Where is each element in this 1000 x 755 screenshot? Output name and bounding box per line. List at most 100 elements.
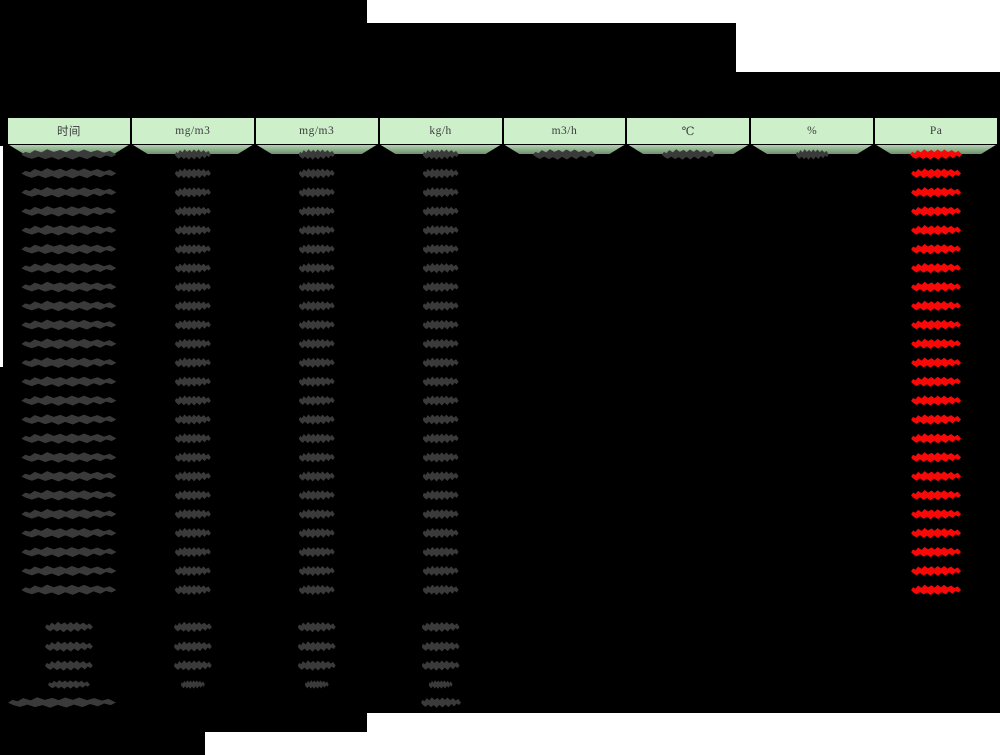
column-header-7: Pa [875,118,997,144]
redacted-alarm-value [910,149,963,160]
highlighted-row-cell [628,145,749,154]
redacted-value [422,414,459,425]
redacted-alarm-value [911,546,962,558]
redacted-value [174,168,211,179]
redacted-value [298,243,335,255]
redacted-alarm-value [911,338,962,349]
redacted-value [422,527,459,539]
redacted-alarm-value [911,490,962,501]
redacted-value [297,641,336,652]
redacted-value [422,546,459,558]
redacted-value [21,584,117,596]
redacted-value [298,187,335,198]
redacted-value [422,300,459,312]
redacted-value [422,338,459,349]
redacted-value [298,433,335,444]
redacted-value [298,168,335,179]
redacted-alarm-value [911,281,962,293]
redacted-value [21,300,117,312]
redacted-value [174,300,211,312]
redacted-value [8,697,116,708]
redacted-value [21,149,117,160]
redacted-alarm-value [911,471,962,482]
redacted-value [173,621,212,633]
redacted-value [21,508,117,520]
redacted-value [174,565,211,577]
white-area-bottom-center [205,732,367,755]
redacted-value [422,243,459,255]
redacted-value [428,680,453,689]
redacted-value [174,471,211,482]
redacted-value [174,149,211,160]
redacted-value [532,149,596,160]
redacted-value [174,243,211,255]
redacted-alarm-value [911,452,962,463]
redacted-value [298,395,335,406]
redacted-alarm-value [911,433,962,444]
column-header-0: 时间 [8,118,130,144]
redacted-value [421,660,460,671]
redacted-value [21,187,117,198]
redacted-value [421,641,460,652]
highlighted-row-cell [504,145,625,154]
redacted-value [21,168,117,179]
redacted-value [44,641,93,652]
column-header-3: kg/h [379,118,502,144]
redacted-value [422,471,459,482]
redacted-value [21,281,117,293]
redacted-value [174,206,211,217]
redacted-value [298,376,335,387]
highlighted-row-strip [8,145,997,154]
redacted-value [21,414,117,425]
redacted-value [298,262,335,274]
redacted-value [174,262,211,274]
redacted-value [422,508,459,520]
redacted-value [298,584,335,596]
redacted-value [422,452,459,463]
redacted-value [21,225,117,236]
highlighted-row-cell [256,145,377,154]
redacted-value [297,621,336,633]
table-header-row: 时间 mg/m3 mg/m3 kg/h m3/h ℃% Pa [6,116,999,146]
redacted-value [298,319,335,331]
redacted-value [422,168,459,179]
highlighted-row-cell [752,145,872,154]
redacted-value [422,225,459,236]
left-edge-remnant-line [0,146,3,367]
redacted-alarm-value [911,243,962,255]
white-area-bottom-right [367,713,1000,755]
redacted-value [173,660,212,671]
redacted-value [298,452,335,463]
redacted-value [298,300,335,312]
redacted-alarm-value [911,584,962,596]
redacted-value [297,660,336,671]
redacted-value [298,565,335,577]
redacted-value [47,680,90,689]
redacted-value [661,149,715,160]
redacted-value [21,546,117,558]
redacted-value [421,697,461,708]
redacted-alarm-value [911,527,962,539]
column-header-1: mg/m3 [131,118,254,144]
redacted-value [422,357,459,368]
redacted-value [21,206,117,217]
redacted-value [174,414,211,425]
redacted-value [174,527,211,539]
redacted-value [795,149,829,160]
redacted-value [173,641,212,652]
redacted-value [298,225,335,236]
redacted-value [422,319,459,331]
redacted-value [180,680,205,689]
redacted-alarm-value [911,319,962,331]
redacted-value [298,149,335,160]
redacted-value [174,319,211,331]
redacted-alarm-value [911,508,962,520]
redacted-alarm-value [911,565,962,577]
redacted-value [422,395,459,406]
redacted-value [422,206,459,217]
redacted-value [21,471,117,482]
redacted-value [174,225,211,236]
redacted-value [422,565,459,577]
column-header-6: % [751,118,874,144]
